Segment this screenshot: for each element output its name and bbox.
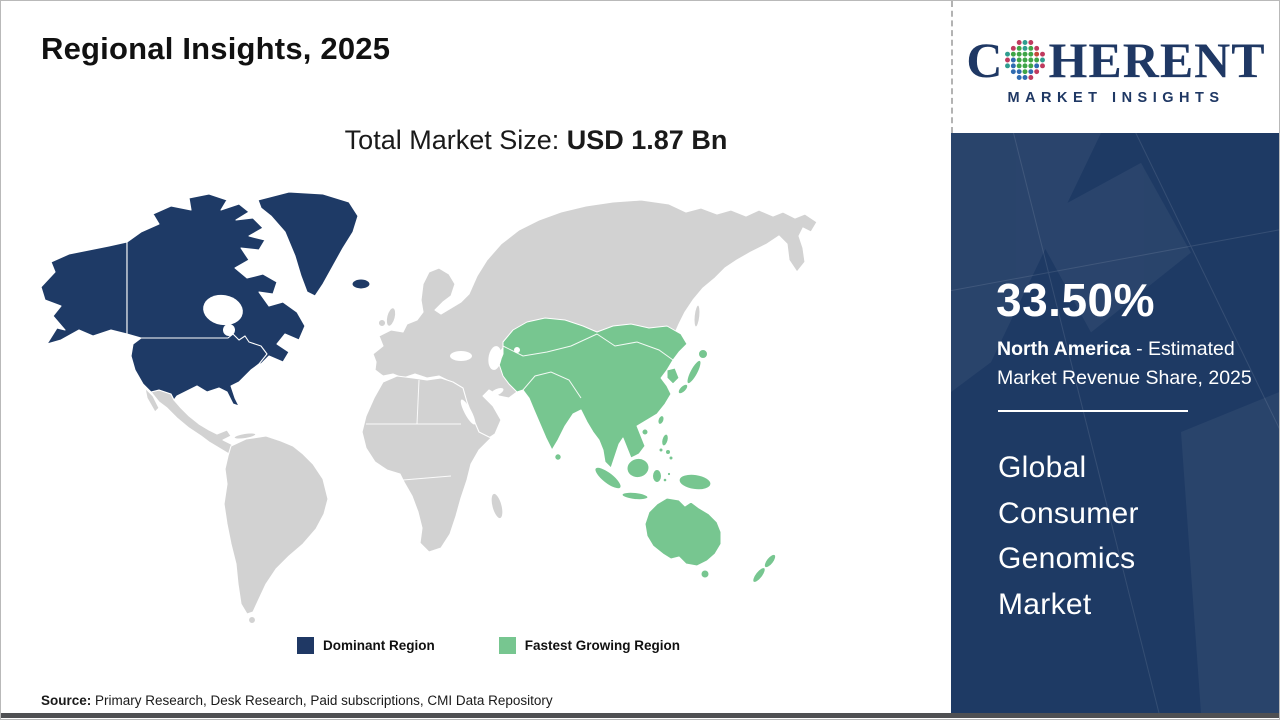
total-market-size-value: USD 1.87 Bn (566, 125, 728, 155)
total-market-size: Total Market Size: USD 1.87 Bn (61, 125, 1011, 156)
world-map (31, 184, 911, 626)
logo-tagline: MARKET INSIGHTS (1007, 89, 1225, 106)
market-share-value: 33.50% (996, 274, 1156, 326)
divider-line (998, 410, 1188, 412)
legend-item-fastest-growing: Fastest Growing Region (498, 637, 681, 654)
region-asia-pacific-fastest-growing (498, 317, 777, 583)
market-share-region: North America (997, 338, 1131, 360)
source-label: Source: (41, 693, 92, 708)
logo-letters-rest: HERENT (1048, 31, 1266, 88)
brand-logo: C HERENT MARKET INSIGHTS (951, 1, 1279, 133)
legend-item-dominant: Dominant Region (297, 637, 435, 654)
dominant-region-swatch (297, 637, 314, 654)
market-share-desc-text: - Estimated Market Revenue Share, 2025 (997, 338, 1252, 389)
source-line: Source: Primary Research, Desk Research,… (41, 693, 553, 708)
sidebar-panel: 33.50% North America - Estimated Market … (951, 133, 1279, 713)
map-legend: Dominant Region Fastest Growing Region (297, 637, 680, 654)
region-north-america-dominant (40, 191, 371, 407)
source-text: Primary Research, Desk Research, Paid su… (91, 693, 553, 708)
dominant-region-label: Dominant Region (323, 638, 435, 653)
fastest-growing-region-swatch (498, 637, 516, 654)
sidebar: C HERENT MARKET INSIGHTS (951, 1, 1279, 719)
logo-letter-c: C (966, 31, 1004, 88)
landmass-other (144, 199, 818, 625)
bottom-edge-strip (1, 713, 1279, 718)
logo-wordmark: C HERENT (966, 35, 1265, 85)
fastest-growing-region-label: Fastest Growing Region (524, 638, 681, 653)
sea-overlays (203, 294, 520, 425)
total-market-size-label: Total Market Size: (344, 125, 560, 155)
market-name: Global Consumer Genomics Market (998, 451, 1139, 621)
panel-texture (951, 133, 1279, 713)
globe-dots-icon (1005, 39, 1046, 80)
page-title: Regional Insights, 2025 (41, 31, 391, 66)
market-share-description: North America - Estimated Market Revenue… (997, 335, 1271, 393)
